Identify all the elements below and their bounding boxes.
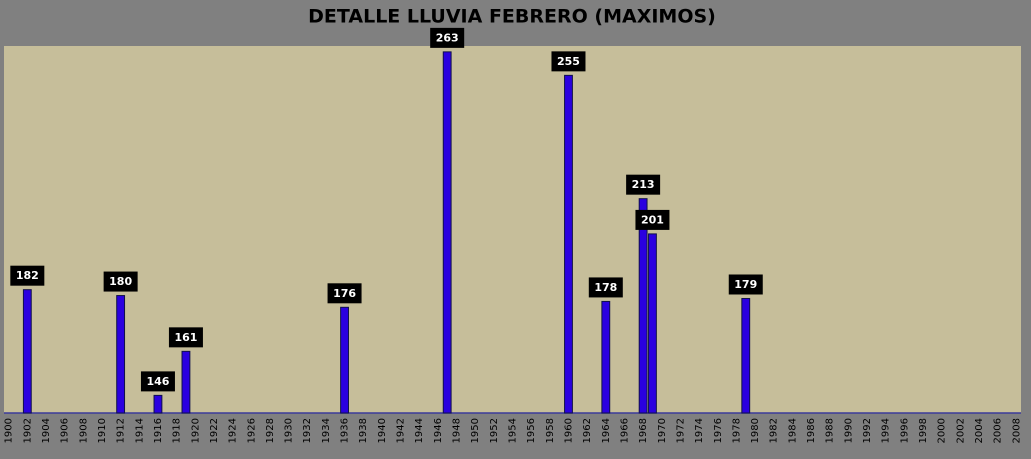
bar [601, 300, 611, 414]
x-tick-label: 1936 [340, 418, 351, 443]
x-tick-label: 1952 [489, 418, 500, 443]
data-label: 182 [16, 269, 39, 282]
x-tick-label: 1912 [116, 418, 127, 443]
data-label: 213 [632, 178, 655, 191]
x-tick-label: 1948 [452, 418, 463, 443]
x-tick-label: 1970 [657, 418, 668, 443]
x-tick-label: 1958 [545, 418, 556, 443]
x-tick-label: 1944 [414, 418, 425, 443]
x-tick-label: 1914 [134, 418, 145, 443]
x-tick-label: 1900 [4, 418, 15, 443]
data-label: 176 [333, 287, 356, 300]
bar [564, 74, 573, 414]
x-tick-label: 1988 [825, 418, 836, 443]
x-tick-label: 1954 [508, 418, 519, 443]
bar [340, 306, 349, 414]
x-tick-label: 1972 [675, 418, 686, 443]
x-tick-label: 1926 [246, 418, 257, 443]
data-label: 179 [734, 278, 757, 291]
bar [648, 233, 657, 414]
x-tick-label: 1980 [750, 418, 761, 443]
x-tick-label: 1938 [358, 418, 369, 443]
x-tick-label: 1932 [302, 418, 313, 443]
chart-title: DETALLE LLUVIA FEBRERO (MAXIMOS) [308, 6, 716, 28]
x-tick-label: 1984 [787, 418, 798, 443]
data-label-box [168, 327, 203, 348]
x-tick-label: 1920 [190, 418, 201, 443]
x-tick-label: 1922 [209, 418, 220, 443]
x-tick-label: 1976 [713, 418, 724, 443]
plot-area [4, 46, 1021, 413]
x-tick-label: 1968 [638, 418, 649, 443]
x-tick-label: 1990 [843, 418, 854, 443]
x-tick-label: 1992 [862, 418, 873, 443]
x-tick-label: 1910 [97, 418, 108, 443]
bar [638, 198, 648, 414]
data-label: 161 [174, 331, 197, 344]
data-label: 146 [146, 375, 169, 388]
x-tick-label: 1964 [601, 418, 612, 443]
x-tick-label: 1924 [228, 418, 239, 443]
x-tick-label: 2006 [993, 418, 1004, 443]
x-tick-label: 1940 [377, 418, 388, 443]
x-tick-label: 1902 [22, 418, 33, 443]
x-tick-label: 2004 [974, 418, 985, 443]
x-tick-label: 1994 [881, 418, 892, 443]
bar [153, 394, 163, 414]
data-label: 201 [641, 213, 664, 226]
data-label: 178 [594, 281, 617, 294]
x-tick-label: 2000 [937, 418, 948, 443]
data-label-box [626, 174, 661, 195]
x-tick-label: 2002 [955, 418, 966, 443]
x-tick-label: 1986 [806, 418, 817, 443]
x-tick-label: 2008 [1011, 418, 1022, 443]
x-tick-label: 1978 [731, 418, 742, 443]
x-tick-label: 1982 [769, 418, 780, 443]
data-label-box [103, 271, 138, 292]
x-tick-label: 1962 [582, 418, 593, 443]
x-tick-label: 1918 [172, 418, 183, 443]
data-label-box [728, 274, 763, 295]
data-label-box [551, 51, 586, 72]
x-tick-label: 1934 [321, 418, 332, 443]
bar [22, 289, 32, 414]
x-tick-label: 1950 [470, 418, 481, 443]
data-label-box [10, 265, 45, 286]
bar [442, 51, 452, 414]
x-tick-label: 1956 [526, 418, 537, 443]
bar [116, 295, 126, 414]
x-tick-label: 1908 [78, 418, 89, 443]
data-label: 263 [436, 31, 459, 44]
data-label-box [430, 27, 465, 48]
x-tick-label: 1974 [694, 418, 705, 443]
x-tick-label: 1966 [619, 418, 630, 443]
data-label: 255 [557, 55, 580, 68]
x-tick-label: 1946 [433, 418, 444, 443]
bar [741, 297, 751, 414]
x-tick-label: 1960 [563, 418, 574, 443]
data-label-box [635, 209, 670, 230]
x-tick-label: 1998 [918, 418, 929, 443]
x-tick-label: 1906 [60, 418, 71, 443]
bar [181, 350, 191, 414]
x-tick-label: 1904 [41, 418, 52, 443]
x-tick-label: 1930 [284, 418, 295, 443]
x-tick-label: 1996 [899, 418, 910, 443]
data-label: 180 [109, 275, 132, 288]
x-tick-label: 1942 [396, 418, 407, 443]
data-label-box [140, 371, 175, 392]
data-label-box [588, 277, 623, 298]
x-tick-label: 1928 [265, 418, 276, 443]
data-label-box [327, 283, 362, 304]
x-tick-label: 1916 [153, 418, 164, 443]
